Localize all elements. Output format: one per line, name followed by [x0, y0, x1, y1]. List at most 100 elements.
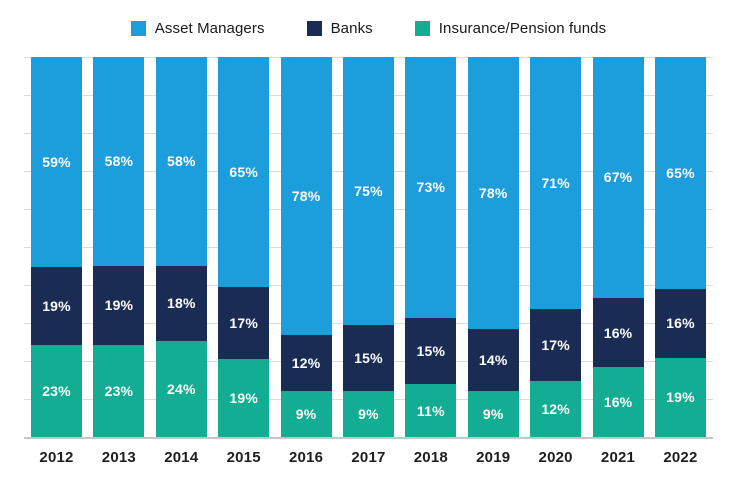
value-label: 12%: [541, 401, 570, 418]
value-label: 9%: [482, 406, 504, 423]
segment-insurance-pension-funds-2019: 9%: [467, 391, 519, 437]
segment-insurance-pension-funds-2018: 11%: [405, 384, 457, 437]
segment-asset-managers-2013: 58%: [93, 57, 145, 266]
value-label: 75%: [354, 182, 383, 199]
value-label: 73%: [416, 179, 446, 196]
value-label: 67%: [603, 169, 633, 186]
value-label: 19%: [229, 389, 258, 406]
segment-banks-2020: 17%: [530, 308, 582, 382]
segment-insurance-pension-funds-2012: 23%: [31, 345, 82, 437]
segment-insurance-pension-funds-2021: 16%: [592, 367, 644, 437]
segment-banks-2013: 19%: [93, 265, 145, 345]
segment-asset-managers-2022: 65%: [654, 57, 706, 289]
segment-asset-managers-2017: 75%: [342, 57, 394, 325]
x-axis-labels: 2012 2013 2014 2015 2016 2017 2018 2019 2020 2021…: [31, 449, 706, 466]
segment-asset-managers-2015: 65%: [218, 57, 270, 287]
value-label: 58%: [104, 153, 134, 170]
legend-item-banks: Banks: [306, 19, 373, 37]
segment-banks-2022: 16%: [654, 288, 706, 358]
segment-asset-managers-2016: 78%: [280, 57, 332, 335]
value-label: 16%: [666, 315, 695, 332]
segment-insurance-pension-funds-2017: 9%: [342, 390, 394, 437]
x-label-2013: 2013: [101, 449, 136, 466]
bar-2018: 73% 15% 11%: [405, 57, 457, 437]
bar-2017: 75% 15% 9%: [342, 57, 394, 437]
legend-label: Asset Managers: [154, 19, 265, 37]
segment-asset-managers-2020: 71%: [530, 57, 582, 309]
segment-insurance-pension-funds-2014: 24%: [155, 341, 207, 438]
legend: Asset Managers Banks Insurance/Pension fun…: [0, 0, 737, 39]
value-label: 65%: [229, 163, 258, 180]
segment-banks-2021: 16%: [592, 297, 644, 368]
value-label: 12%: [291, 354, 321, 371]
x-label-2021: 2021: [600, 449, 636, 466]
value-label: 15%: [354, 349, 383, 366]
segment-asset-managers-2021: 67%: [592, 57, 644, 298]
segment-asset-managers-2019: 78%: [467, 57, 519, 330]
bar-2020: 71% 17% 12%: [530, 57, 582, 437]
x-label-2022: 2022: [663, 449, 698, 466]
segment-insurance-pension-funds-2013: 23%: [93, 344, 145, 437]
legend-item-asset-managers: Asset Managers: [130, 19, 265, 37]
value-label: 11%: [416, 402, 445, 419]
bar-2022: 65% 16% 19%: [654, 57, 706, 437]
value-label: 17%: [541, 336, 570, 353]
value-label: 59%: [42, 153, 71, 170]
value-label: 23%: [104, 382, 134, 399]
segment-insurance-pension-funds-2016: 9%: [280, 390, 332, 438]
value-label: 24%: [166, 381, 196, 398]
value-label: 17%: [229, 314, 258, 331]
value-label: 16%: [603, 394, 633, 411]
x-label-2020: 2020: [538, 449, 573, 466]
value-label: 9%: [295, 405, 317, 422]
bar-2013: 58% 19% 23%: [93, 57, 145, 437]
bar-2015: 65% 17% 19%: [218, 57, 270, 437]
legend-label: Insurance/Pension funds: [438, 19, 607, 37]
bar-2012: 59% 19% 23%: [31, 57, 82, 437]
value-label: 78%: [478, 185, 508, 202]
x-label-2019: 2019: [476, 449, 511, 466]
segment-banks-2014: 18%: [155, 265, 207, 342]
bar-2019: 78% 14% 9%: [467, 57, 519, 437]
value-label: 71%: [541, 174, 570, 191]
x-label-2018: 2018: [413, 449, 448, 466]
segment-banks-2017: 15%: [342, 324, 394, 391]
value-label: 19%: [42, 298, 71, 315]
legend-swatch-insurance-pension-funds: [414, 20, 430, 36]
segment-asset-managers-2014: 58%: [155, 57, 207, 266]
legend-swatch-banks: [306, 20, 322, 36]
value-label: 9%: [358, 405, 379, 422]
value-label: 16%: [603, 324, 633, 341]
segment-asset-managers-2012: 59%: [31, 57, 82, 267]
value-label: 18%: [166, 295, 196, 312]
segment-insurance-pension-funds-2015: 19%: [218, 358, 270, 437]
segment-asset-managers-2018: 73%: [405, 57, 457, 318]
value-label: 78%: [291, 187, 321, 204]
x-label-2012: 2012: [39, 449, 74, 466]
segment-banks-2015: 17%: [218, 286, 270, 359]
segment-banks-2016: 12%: [280, 334, 332, 391]
x-label-2016: 2016: [288, 449, 324, 466]
segment-banks-2018: 15%: [405, 317, 457, 385]
x-axis-line: [24, 437, 713, 439]
legend-item-insurance-pension-funds: Insurance/Pension funds: [414, 19, 607, 37]
value-label: 19%: [104, 297, 134, 314]
bar-2014: 58% 18% 24%: [155, 57, 207, 438]
segment-insurance-pension-funds-2020: 12%: [530, 381, 582, 437]
value-label: 15%: [416, 342, 446, 359]
value-label: 19%: [666, 389, 695, 406]
x-label-2015: 2015: [226, 449, 261, 466]
value-label: 14%: [478, 352, 508, 369]
segment-insurance-pension-funds-2022: 19%: [654, 357, 706, 437]
legend-label: Banks: [330, 19, 373, 37]
bar-2021: 67% 16% 16%: [592, 57, 644, 437]
bar-2016: 78% 12% 9%: [280, 57, 332, 438]
value-label: 58%: [166, 153, 196, 170]
legend-swatch-asset-managers: [130, 20, 146, 36]
segment-banks-2019: 14%: [467, 329, 519, 392]
segment-banks-2012: 19%: [31, 266, 82, 346]
x-label-2017: 2017: [351, 449, 386, 466]
value-label: 23%: [42, 383, 71, 400]
value-label: 65%: [666, 164, 695, 181]
